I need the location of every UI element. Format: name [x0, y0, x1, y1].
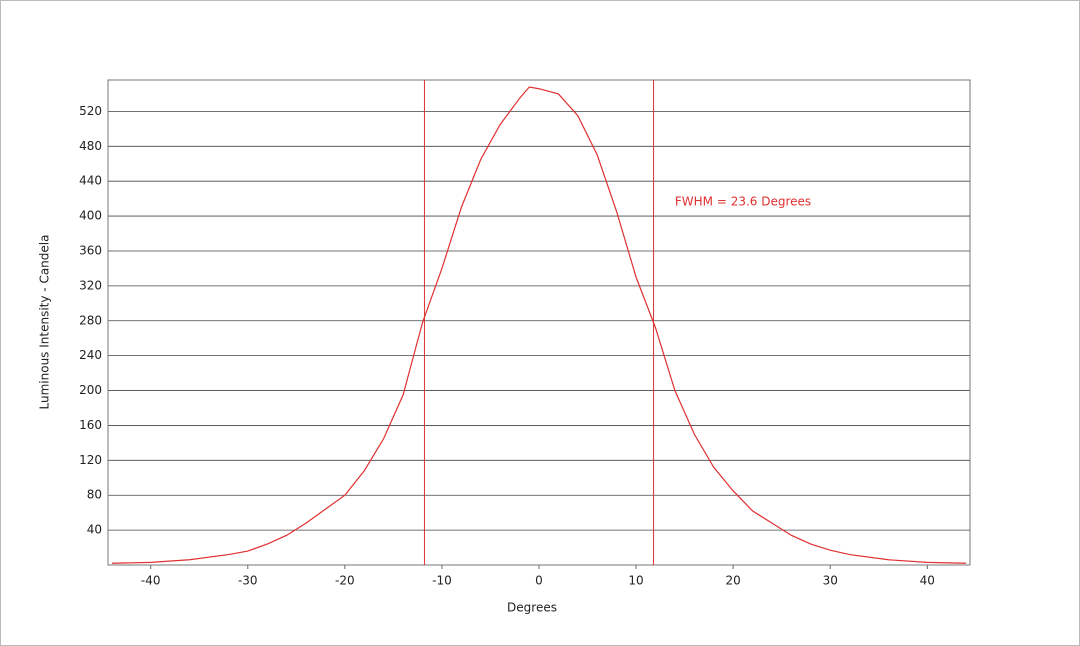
data-line: [111, 86, 967, 564]
y-tick-label: 80: [87, 488, 102, 502]
y-tick-label: 440: [79, 174, 102, 188]
y-tick-label: 360: [79, 243, 102, 257]
y-tick-label: 120: [79, 453, 102, 467]
x-tick-label: 0: [535, 574, 543, 588]
y-tick-label: 160: [79, 418, 102, 432]
y-tick-label: 400: [79, 209, 102, 223]
y-tick-label: 200: [79, 383, 102, 397]
x-tick-label: -10: [432, 574, 452, 588]
y-tick-label: 520: [79, 104, 102, 118]
y-tick-label: 320: [79, 278, 102, 292]
plot-border: [107, 79, 971, 566]
y-tick-label: 40: [87, 523, 102, 537]
x-tick-label: 20: [726, 574, 741, 588]
y-tick-label: 280: [79, 313, 102, 327]
annotation: FWHM = 23.6 Degrees: [675, 195, 811, 209]
x-tick-label: -20: [335, 574, 355, 588]
x-tick-label: 10: [628, 574, 643, 588]
x-tick-label: 40: [920, 574, 935, 588]
x-axis-label: Degrees: [507, 601, 557, 615]
x-tick-label: -40: [141, 574, 161, 588]
x-tick-label: 30: [823, 574, 838, 588]
y-tick-label: 240: [79, 348, 102, 362]
y-tick-label: 480: [79, 139, 102, 153]
y-axis-label: Luminous Intensity - Candela: [38, 235, 52, 410]
x-tick-label: -30: [238, 574, 258, 588]
